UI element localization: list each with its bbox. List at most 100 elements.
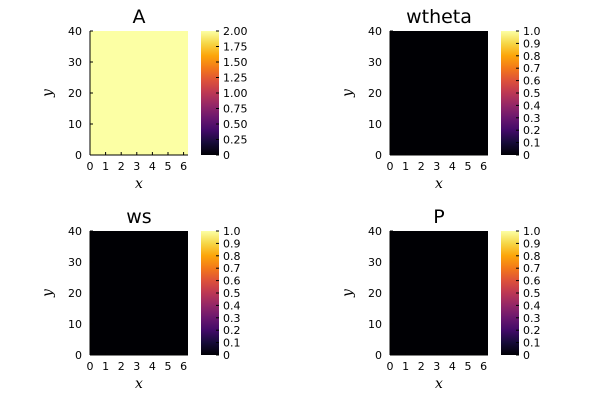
x-tick-label: 5 — [464, 160, 471, 173]
y-tick-label: 20 — [368, 87, 382, 100]
x-axis-label: x — [135, 376, 143, 392]
colorbar-tick-label: 1.75 — [223, 41, 248, 54]
colorbar-tick-label: 0.8 — [523, 250, 541, 263]
colorbar-tick-label: 0 — [523, 349, 530, 362]
x-tick-label: 0 — [387, 160, 394, 173]
colorbar-tick-label: 0.8 — [523, 50, 541, 63]
colorbar-tick-label: 2.00 — [223, 25, 248, 38]
y-tick-label: 0 — [375, 149, 382, 162]
panel-title: wtheta — [406, 6, 472, 28]
colorbar-tick-label: 1.50 — [223, 56, 248, 69]
colorbar-tick-label: 0.9 — [223, 237, 241, 250]
colorbar-tick-label: 0.5 — [223, 287, 241, 300]
colorbar-tick-label: 0.50 — [223, 118, 248, 131]
x-tick-label: 3 — [433, 160, 440, 173]
colorbar-tick-label: 0.4 — [523, 299, 541, 312]
x-tick-label: 0 — [87, 360, 94, 373]
colorbar-tick-label: 0.6 — [523, 275, 541, 288]
y-tick-label: 40 — [368, 25, 382, 38]
colorbar-tick-label: 0.9 — [523, 237, 541, 250]
x-tick-label: 5 — [164, 360, 171, 373]
x-tick-label: 3 — [433, 360, 440, 373]
colorbar-tick-label: 0.2 — [223, 324, 241, 337]
colorbar-tick-label: 1.0 — [523, 25, 541, 38]
colorbar-tick-label: 0.2 — [523, 124, 541, 137]
panel-title: A — [133, 6, 146, 28]
colorbar — [501, 31, 519, 155]
colorbar-tick-label: 1.0 — [223, 225, 241, 238]
heatmap-cells — [390, 31, 488, 155]
x-tick-label: 2 — [418, 160, 425, 173]
colorbar-tick-label: 0.7 — [523, 62, 541, 75]
x-tick-label: 5 — [164, 160, 171, 173]
y-tick-label: 0 — [75, 149, 82, 162]
y-tick-label: 0 — [75, 349, 82, 362]
colorbar-tick-label: 0.1 — [523, 337, 541, 350]
y-tick-label: 30 — [368, 256, 382, 269]
colorbar-tick-label: 0 — [223, 349, 230, 362]
colorbar-tick-label: 0.75 — [223, 103, 248, 116]
x-axis-label: x — [435, 376, 443, 392]
y-axis-label: y — [340, 288, 356, 298]
colorbar-tick-label: 0.9 — [523, 37, 541, 50]
x-tick-label: 6 — [180, 360, 187, 373]
colorbar-tick-label: 0.3 — [223, 312, 241, 325]
x-tick-label: 2 — [118, 360, 125, 373]
colorbar-tick-label: 1.25 — [223, 72, 248, 85]
colorbar — [501, 231, 519, 355]
colorbar-tick-label: 0.1 — [223, 337, 241, 350]
heatmap-cells — [90, 31, 188, 155]
y-tick-label: 20 — [368, 287, 382, 300]
y-tick-label: 10 — [368, 318, 382, 331]
x-tick-label: 4 — [449, 360, 456, 373]
colorbar — [201, 231, 219, 355]
x-tick-label: 5 — [464, 360, 471, 373]
x-axis-label: x — [135, 176, 143, 192]
colorbar-tick-label: 0.3 — [523, 112, 541, 125]
y-tick-label: 40 — [368, 225, 382, 238]
y-tick-label: 30 — [368, 56, 382, 69]
y-tick-label: 40 — [68, 225, 82, 238]
x-tick-label: 6 — [480, 160, 487, 173]
colorbar — [201, 31, 219, 155]
colorbar-tick-label: 0.6 — [523, 75, 541, 88]
x-tick-label: 4 — [449, 160, 456, 173]
colorbar-tick-label: 0.1 — [523, 137, 541, 150]
heatmap-cells — [90, 231, 188, 355]
y-axis-label: y — [340, 88, 356, 98]
x-tick-label: 1 — [402, 160, 409, 173]
colorbar-tick-label: 0.4 — [523, 99, 541, 112]
y-tick-label: 10 — [368, 118, 382, 131]
colorbar-tick-label: 0.25 — [223, 134, 248, 147]
x-tick-label: 2 — [118, 160, 125, 173]
colorbar-tick-label: 0.5 — [523, 287, 541, 300]
x-tick-label: 1 — [102, 360, 109, 373]
x-tick-label: 6 — [180, 160, 187, 173]
x-tick-label: 4 — [149, 360, 156, 373]
colorbar-tick-label: 0.4 — [223, 299, 241, 312]
heatmap-cells — [390, 231, 488, 355]
y-tick-label: 40 — [68, 25, 82, 38]
x-tick-label: 3 — [133, 160, 140, 173]
x-tick-label: 4 — [149, 160, 156, 173]
x-tick-label: 0 — [87, 160, 94, 173]
colorbar-tick-label: 0.3 — [523, 312, 541, 325]
colorbar-tick-label: 1.0 — [523, 225, 541, 238]
colorbar-tick-label: 0.7 — [223, 262, 241, 275]
colorbar-tick-label: 0.6 — [223, 275, 241, 288]
y-tick-label: 10 — [68, 118, 82, 131]
y-tick-label: 10 — [68, 318, 82, 331]
y-tick-label: 20 — [68, 87, 82, 100]
colorbar-tick-label: 0.7 — [523, 262, 541, 275]
y-tick-label: 30 — [68, 56, 82, 69]
x-tick-label: 0 — [387, 360, 394, 373]
x-tick-label: 1 — [102, 160, 109, 173]
colorbar-tick-label: 1.00 — [223, 87, 248, 100]
y-axis-label: y — [40, 88, 56, 98]
y-axis-label: y — [40, 288, 56, 298]
panel-title: P — [433, 206, 444, 228]
colorbar-tick-label: 0.2 — [523, 324, 541, 337]
y-tick-label: 0 — [375, 349, 382, 362]
x-tick-label: 6 — [480, 360, 487, 373]
